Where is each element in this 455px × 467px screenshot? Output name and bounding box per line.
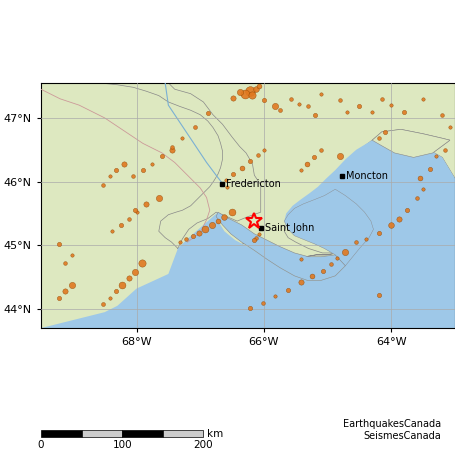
Polygon shape — [41, 83, 455, 328]
Polygon shape — [372, 129, 450, 157]
Text: Moncton: Moncton — [346, 171, 388, 181]
Polygon shape — [372, 129, 450, 157]
Polygon shape — [216, 212, 345, 280]
Bar — [81, 430, 122, 437]
Bar — [41, 430, 81, 437]
Text: Saint John: Saint John — [264, 223, 314, 233]
Bar — [163, 430, 203, 437]
Text: km: km — [207, 429, 223, 439]
Text: Fredericton: Fredericton — [226, 179, 281, 189]
Text: 0: 0 — [38, 439, 44, 450]
Bar — [122, 430, 163, 437]
Polygon shape — [41, 83, 455, 325]
Text: EarthquakesCanada
SeismesCanada: EarthquakesCanada SeismesCanada — [343, 419, 441, 441]
Polygon shape — [284, 136, 455, 325]
Text: 100: 100 — [112, 439, 132, 450]
Text: 200: 200 — [193, 439, 213, 450]
Polygon shape — [284, 189, 374, 266]
